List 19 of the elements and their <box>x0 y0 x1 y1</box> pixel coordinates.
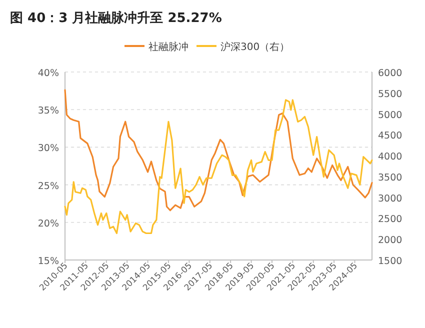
y2-tick-label: 2000 <box>378 235 402 246</box>
y-tick-label: 20% <box>38 218 59 230</box>
y2-tick-label: 3000 <box>378 193 402 204</box>
y2-tick-label: 4000 <box>378 152 402 163</box>
legend-label: 社融脉冲 <box>148 41 188 53</box>
y2-tick-label: 1500 <box>378 256 402 267</box>
legend-label: 沪深300（右） <box>220 41 290 53</box>
y2-tick-label: 3500 <box>378 172 402 184</box>
chart-title: 图 40：3 月社融脉冲升至 25.27% <box>10 10 222 26</box>
y-tick-label: 25% <box>38 180 59 192</box>
y2-tick-label: 6000 <box>378 68 402 79</box>
y2-tick-label: 2500 <box>378 214 402 226</box>
y2-tick-label: 5500 <box>378 88 402 100</box>
y-tick-label: 35% <box>38 106 59 117</box>
y2-tick-label: 4500 <box>378 130 402 142</box>
y-tick-label: 40% <box>38 68 59 79</box>
y2-tick-label: 5000 <box>378 110 402 121</box>
y-tick-label: 15% <box>38 256 59 267</box>
y-tick-label: 30% <box>38 143 59 154</box>
